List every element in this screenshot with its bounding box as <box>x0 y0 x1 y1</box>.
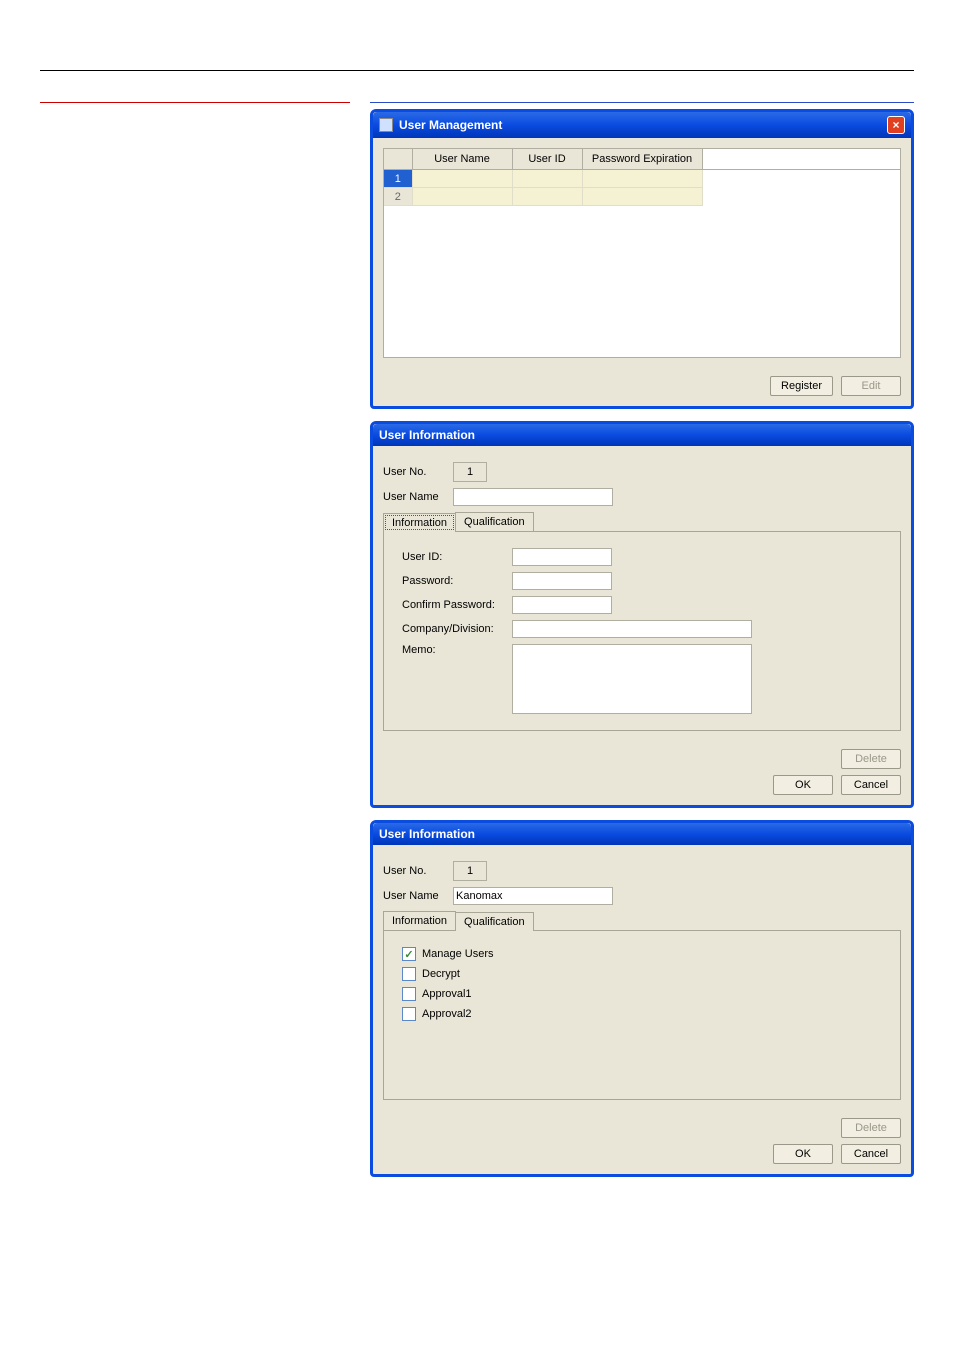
page-top-rule <box>40 70 914 71</box>
confirm-password-field[interactable] <box>512 596 612 614</box>
user-information-window-info: User Information User No. 1 User Name In… <box>370 421 914 808</box>
window-title: User Management <box>399 118 502 132</box>
user-name-field[interactable] <box>453 488 613 506</box>
right-blue-underline <box>370 101 914 103</box>
qual-approval2[interactable]: Approval2 <box>402 1007 882 1021</box>
qual-label: Decrypt <box>422 968 460 980</box>
user-id-field[interactable] <box>512 548 612 566</box>
checkbox-icon[interactable] <box>402 1007 416 1021</box>
qual-approval1[interactable]: Approval1 <box>402 987 882 1001</box>
table-row[interactable]: 2 <box>384 188 900 206</box>
user-management-window: User Management × User Name User ID Pass… <box>370 109 914 409</box>
app-icon <box>379 118 393 132</box>
checkbox-icon[interactable] <box>402 967 416 981</box>
close-icon[interactable]: × <box>887 116 905 134</box>
window-title: User Information <box>379 428 475 442</box>
cancel-button[interactable]: Cancel <box>841 775 901 795</box>
confirm-password-label: Confirm Password: <box>402 599 512 611</box>
titlebar: User Information <box>373 424 911 446</box>
ok-button[interactable]: OK <box>773 1144 833 1164</box>
row-num: 1 <box>384 170 412 188</box>
titlebar: User Management × <box>373 112 911 138</box>
qual-label: Manage Users <box>422 948 494 960</box>
user-no-label: User No. <box>383 865 453 877</box>
user-name-label: User Name <box>383 491 453 503</box>
tabpanel-information: User ID: Password: Confirm Password: <box>383 531 901 731</box>
user-name-label: User Name <box>383 890 453 902</box>
user-information-window-qual: User Information User No. 1 User Name In… <box>370 820 914 1177</box>
tab-qualification[interactable]: Qualification <box>455 512 534 531</box>
tabs: Information Qualification <box>383 911 901 930</box>
col-blank <box>384 149 412 170</box>
table-row[interactable]: 1 <box>384 170 900 188</box>
tabpanel-qualification: ✓ Manage Users Decrypt Approval1 <box>383 930 901 1100</box>
left-red-underline <box>40 101 350 103</box>
qual-label: Approval2 <box>422 1008 472 1020</box>
edit-button[interactable]: Edit <box>841 376 901 396</box>
tab-information[interactable]: Information <box>383 513 456 532</box>
qual-label: Approval1 <box>422 988 472 1000</box>
password-label: Password: <box>402 575 512 587</box>
user-no-value: 1 <box>453 462 487 482</box>
qual-decrypt[interactable]: Decrypt <box>402 967 882 981</box>
checkbox-icon[interactable]: ✓ <box>402 947 416 961</box>
company-division-field[interactable] <box>512 620 752 638</box>
company-division-label: Company/Division: <box>402 623 512 635</box>
user-no-label: User No. <box>383 466 453 478</box>
tab-information[interactable]: Information <box>383 911 456 930</box>
user-no-value: 1 <box>453 861 487 881</box>
delete-button[interactable]: Delete <box>841 1118 901 1138</box>
user-grid[interactable]: User Name User ID Password Expiration 1 <box>383 148 901 358</box>
col-user-id[interactable]: User ID <box>512 149 582 170</box>
col-password-expiration[interactable]: Password Expiration <box>582 149 702 170</box>
cancel-button[interactable]: Cancel <box>841 1144 901 1164</box>
register-button[interactable]: Register <box>770 376 833 396</box>
row-num: 2 <box>384 188 412 206</box>
password-field[interactable] <box>512 572 612 590</box>
checkbox-icon[interactable] <box>402 987 416 1001</box>
window-title: User Information <box>379 827 475 841</box>
user-id-label: User ID: <box>402 551 512 563</box>
tab-qualification[interactable]: Qualification <box>455 912 534 931</box>
user-name-field[interactable] <box>453 887 613 905</box>
delete-button[interactable]: Delete <box>841 749 901 769</box>
ok-button[interactable]: OK <box>773 775 833 795</box>
tabs: Information Qualification <box>383 512 901 531</box>
qual-manage-users[interactable]: ✓ Manage Users <box>402 947 882 961</box>
memo-field[interactable] <box>512 644 752 714</box>
col-user-name[interactable]: User Name <box>412 149 512 170</box>
memo-label: Memo: <box>402 644 512 656</box>
titlebar: User Information <box>373 823 911 845</box>
